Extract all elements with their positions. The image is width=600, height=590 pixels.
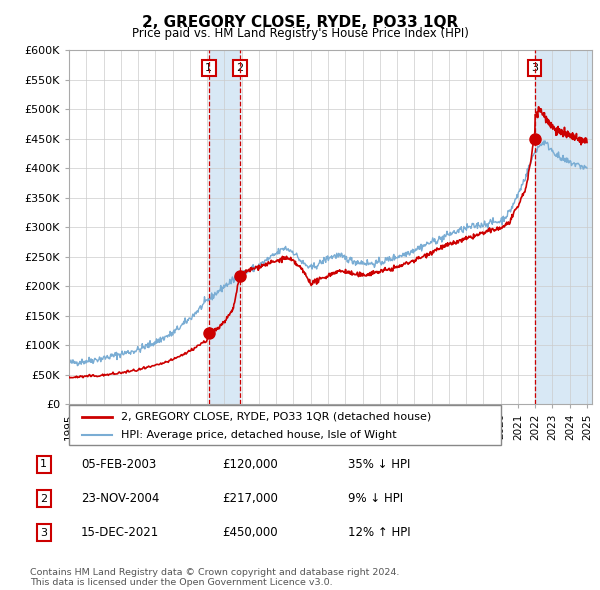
Text: 05-FEB-2003: 05-FEB-2003: [81, 458, 156, 471]
Text: 15-DEC-2021: 15-DEC-2021: [81, 526, 159, 539]
Text: £120,000: £120,000: [222, 458, 278, 471]
Text: 2, GREGORY CLOSE, RYDE, PO33 1QR: 2, GREGORY CLOSE, RYDE, PO33 1QR: [142, 15, 458, 30]
FancyBboxPatch shape: [69, 405, 501, 445]
Text: 2, GREGORY CLOSE, RYDE, PO33 1QR (detached house): 2, GREGORY CLOSE, RYDE, PO33 1QR (detach…: [121, 412, 431, 422]
Text: 3: 3: [531, 63, 538, 73]
Text: 23-NOV-2004: 23-NOV-2004: [81, 492, 160, 505]
Text: 2: 2: [236, 63, 244, 73]
Bar: [535, 50, 592, 404]
Text: 12% ↑ HPI: 12% ↑ HPI: [348, 526, 410, 539]
Text: Contains HM Land Registry data © Crown copyright and database right 2024.
This d: Contains HM Land Registry data © Crown c…: [30, 568, 400, 587]
Text: £450,000: £450,000: [222, 526, 278, 539]
Text: 35% ↓ HPI: 35% ↓ HPI: [348, 458, 410, 471]
Text: Price paid vs. HM Land Registry's House Price Index (HPI): Price paid vs. HM Land Registry's House …: [131, 27, 469, 40]
Text: 1: 1: [205, 63, 212, 73]
Text: 1: 1: [40, 460, 47, 469]
Text: £217,000: £217,000: [222, 492, 278, 505]
Text: 9% ↓ HPI: 9% ↓ HPI: [348, 492, 403, 505]
Text: 3: 3: [40, 528, 47, 537]
Text: HPI: Average price, detached house, Isle of Wight: HPI: Average price, detached house, Isle…: [121, 431, 397, 440]
Bar: [209, 50, 240, 404]
Text: 2: 2: [40, 494, 47, 503]
